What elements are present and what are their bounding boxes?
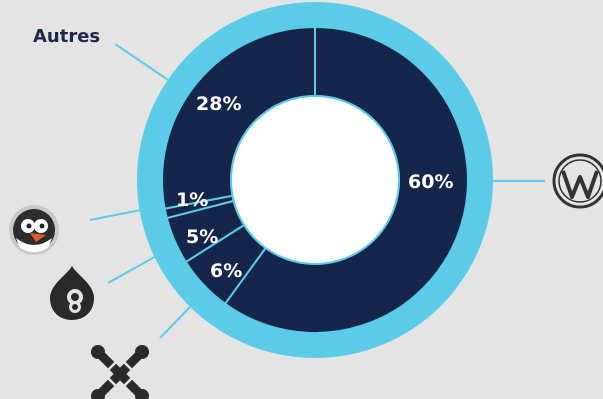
wordpress-logo-icon bbox=[552, 153, 603, 209]
leader-line-autres bbox=[114, 43, 178, 87]
joomla-logo-icon bbox=[91, 345, 149, 399]
leader-line-prestashop bbox=[89, 208, 147, 221]
donut-center-hole bbox=[230, 95, 400, 265]
data-label-wordpress: 60% bbox=[408, 171, 453, 193]
leader-line-drupal bbox=[107, 254, 159, 284]
leader-line-joomla bbox=[159, 303, 194, 339]
category-label-autres: Autres bbox=[33, 26, 100, 47]
drupal-logo-icon bbox=[50, 266, 94, 320]
leader-lines bbox=[89, 43, 545, 339]
prestashop-logo-icon bbox=[9, 205, 59, 255]
data-label-prestashop: 1% bbox=[176, 189, 208, 211]
data-label-drupal: 5% bbox=[186, 226, 218, 248]
data-label-autres: 28% bbox=[196, 93, 241, 115]
data-label-joomla: 6% bbox=[210, 260, 242, 282]
